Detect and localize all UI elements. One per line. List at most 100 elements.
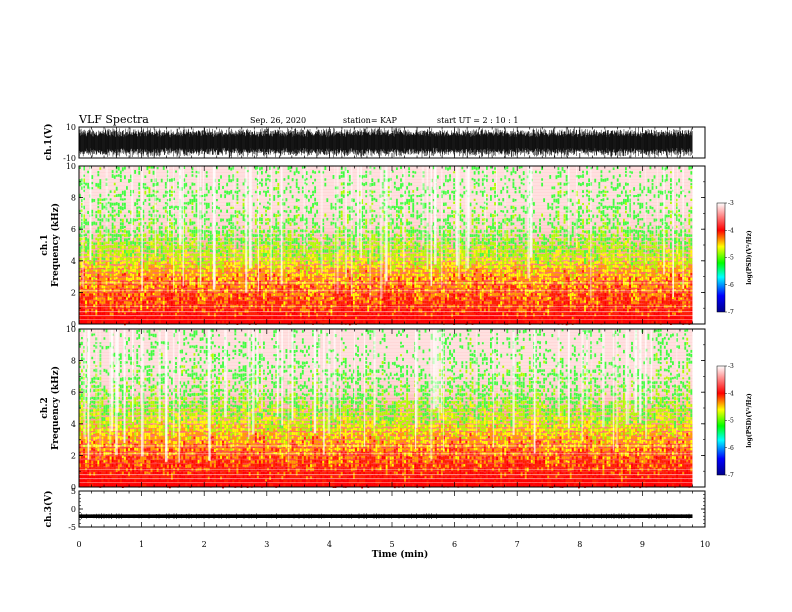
spectrogram-streak [576, 166, 578, 248]
spectrogram-streak [245, 166, 248, 293]
spectrogram-band [79, 291, 693, 295]
y-tick-label: 0 [71, 483, 76, 492]
y-tick-label: 10 [66, 162, 76, 171]
spectrogram-streak [430, 329, 433, 462]
spectrogram-streak [208, 329, 211, 461]
spectrogram-streak [384, 166, 387, 286]
spectrogram-band [79, 365, 693, 369]
spectrogram-streak [682, 166, 684, 248]
y-tick-label: 2 [71, 288, 76, 297]
spectrogram-streak [178, 166, 182, 245]
spectrogram-band [79, 401, 693, 406]
spectrogram-band [79, 368, 693, 373]
spectrogram-streak [108, 329, 111, 445]
spectrogram-streak [430, 166, 432, 286]
spectrogram-streak [111, 329, 114, 407]
spectrogram-streak [557, 329, 560, 417]
spectrogram-streak [87, 329, 90, 460]
spectrogram-streak [327, 329, 331, 434]
ch2-colorbar: -3 -4 -5 -6 -7 log(PSD)(V²/Hz) [716, 363, 753, 479]
spectrogram-streak [334, 166, 336, 291]
spectrogram-streak [178, 329, 181, 463]
ch1-waveform-panel: 10 -10 ch.1(V) [43, 123, 706, 163]
ch2-spectrogram-axes: 0 2 4 6 8 10 [66, 325, 706, 492]
spectrogram-band [79, 329, 693, 333]
spectrogram-streak [527, 166, 530, 279]
spectrogram-streak [116, 329, 119, 413]
spectrogram-band [79, 378, 693, 382]
ch2-spectrogram-panel: 0 2 4 6 8 10 ch.2 Frequency (kHz) -3 -4 -5 -6 -7 l… [40, 325, 753, 492]
spectrogram-speckle [79, 281, 693, 326]
spectrogram-streak [465, 166, 467, 276]
spectrogram-streak [105, 166, 108, 243]
spectrogram-streak [645, 329, 647, 439]
spectrogram-streak [158, 329, 161, 423]
spectrogram-band [79, 361, 693, 366]
spectrogram-streak [682, 166, 685, 290]
spectrogram-streak [568, 166, 570, 246]
spectrogram-streak [140, 329, 144, 457]
y-tick-label: 4 [71, 257, 76, 266]
spectrogram-band [79, 310, 693, 315]
spectrogram-streak [251, 329, 255, 435]
ch1-colorbar: -3 -4 -5 -6 -7 log(PSD)(V²/Hz) [716, 200, 753, 316]
spectrogram-streak [432, 329, 436, 410]
spectrogram-streak [276, 329, 279, 417]
spectrogram-streak [629, 166, 631, 264]
colorbar-gradient [716, 202, 726, 313]
x-tick-label: 4 [327, 540, 332, 549]
spectrogram-streak [356, 166, 360, 250]
spectrogram-streak [380, 166, 383, 299]
spectrogram-band [79, 391, 693, 396]
spectrogram-streak [403, 166, 405, 273]
spectrogram-streak [504, 166, 506, 240]
spectrogram-streak [364, 329, 366, 447]
spectrogram-streak [281, 329, 283, 426]
spectrogram-streak [303, 166, 305, 255]
x-tick-label: 9 [640, 540, 645, 549]
spectrogram-streak [131, 329, 134, 422]
spectrogram-streak [336, 166, 339, 294]
spectrogram-streak [141, 166, 143, 291]
spectrogram-band [79, 335, 693, 340]
colorbar-tick-label: -5 [728, 255, 734, 262]
x-tick-label: 0 [76, 540, 81, 549]
spectrogram-streak [183, 166, 185, 287]
spectrogram-streak [339, 329, 341, 439]
spectrogram-band [79, 358, 693, 363]
y-tick-label: 0 [71, 320, 76, 329]
spectrogram-streak [440, 329, 443, 413]
spectrogram-streak [445, 166, 447, 295]
spectrogram-streak [458, 166, 461, 280]
x-tick-label: 6 [452, 540, 457, 549]
colorbar-tick-label: -7 [728, 309, 734, 316]
spectrogram-streak [415, 329, 418, 428]
spectrogram-speckle [79, 329, 693, 431]
spectrogram-streak [455, 166, 459, 266]
spectrogram-streak [291, 329, 294, 421]
spectrogram-streak [601, 329, 605, 428]
spectrogram-streak [612, 329, 615, 451]
spectrogram-streak [110, 329, 114, 432]
spectrogram-streak [615, 329, 619, 449]
ch3-waveform-line [79, 513, 692, 519]
y-tick-label: 10 [66, 123, 76, 132]
spectrogram-speckle [79, 166, 693, 286]
spectrogram-streak [320, 166, 323, 273]
time-axis-xlabel: Time (min) [372, 549, 429, 560]
spectrogram-band [79, 332, 693, 336]
spectrogram-streak [533, 329, 536, 454]
spectrogram-streak [496, 166, 498, 261]
spectrogram-streak [249, 166, 253, 268]
spectrogram-streak [581, 329, 584, 442]
spectrogram-streak [676, 329, 678, 454]
spectrogram-streak [353, 329, 355, 409]
ch3-waveform-trace-group [79, 513, 693, 519]
spectrogram-band [79, 473, 693, 478]
spectrogram-streak [434, 166, 436, 248]
spectrogram-band [79, 352, 693, 356]
spectrogram-streak [323, 329, 325, 455]
spectrogram-streak [257, 166, 260, 292]
header-station: station= KAP [343, 116, 398, 125]
spectrogram-streak [512, 329, 515, 435]
